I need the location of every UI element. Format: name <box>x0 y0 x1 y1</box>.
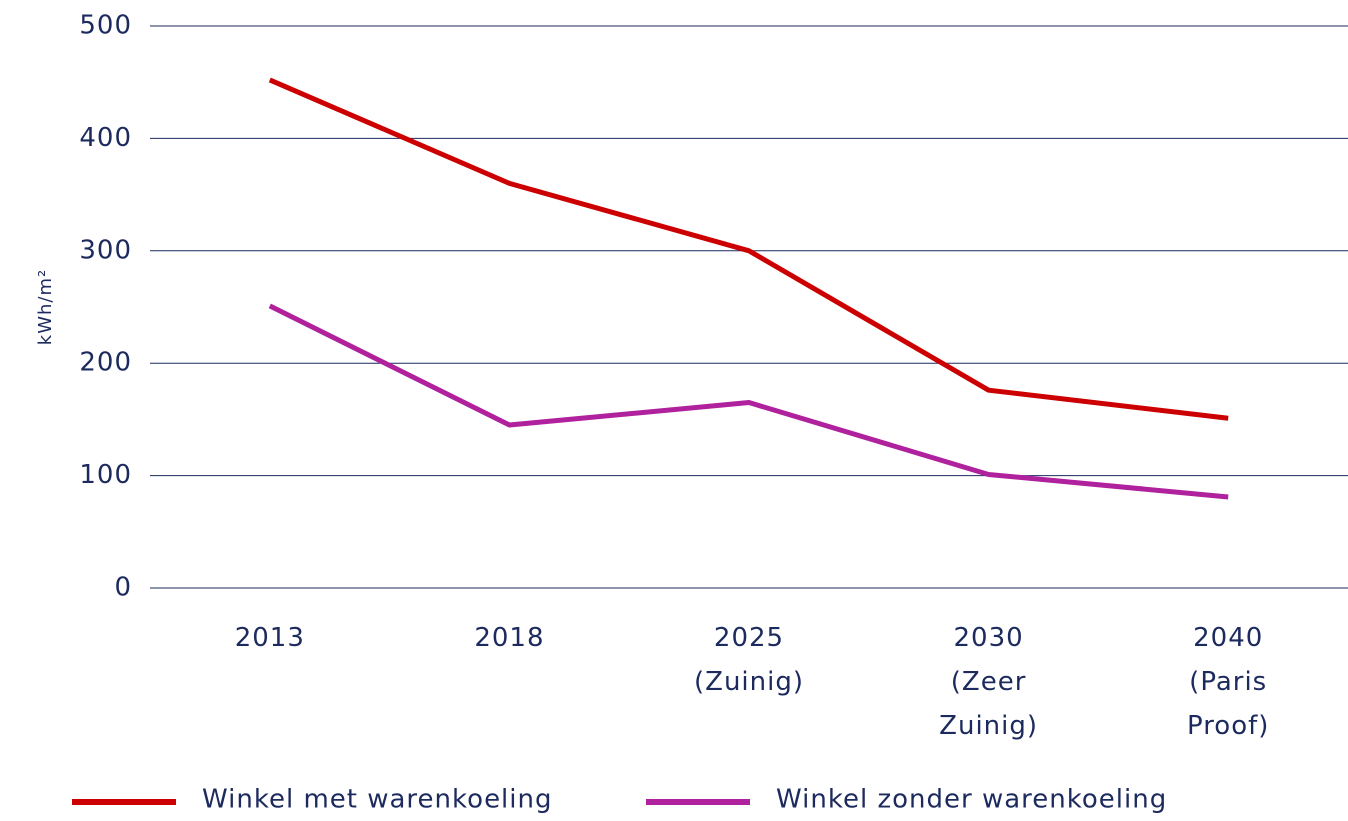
series-line <box>268 77 1229 421</box>
x-tick-label: 2018 <box>474 623 544 653</box>
legend-label: Winkel zonder warenkoeling <box>776 785 1167 815</box>
y-tick-label: 300 <box>79 235 132 265</box>
y-tick-label: 200 <box>79 348 132 378</box>
y-axis-label: kWh/m² <box>35 269 56 345</box>
x-tick-label: 2013 <box>235 623 305 653</box>
legend-label: Winkel met warenkoeling <box>202 785 553 815</box>
y-tick-label: 500 <box>79 11 132 41</box>
x-tick-label: 2030 (Zeer Zuinig) <box>939 623 1038 741</box>
y-tick-label: 0 <box>114 573 132 603</box>
x-tick-label: 2025 (Zuinig) <box>694 623 804 697</box>
y-tick-label: 400 <box>79 123 132 153</box>
x-tick-label: 2040 (Paris Proof) <box>1187 623 1269 741</box>
series-line <box>268 303 1229 500</box>
y-tick-label: 100 <box>79 460 132 490</box>
